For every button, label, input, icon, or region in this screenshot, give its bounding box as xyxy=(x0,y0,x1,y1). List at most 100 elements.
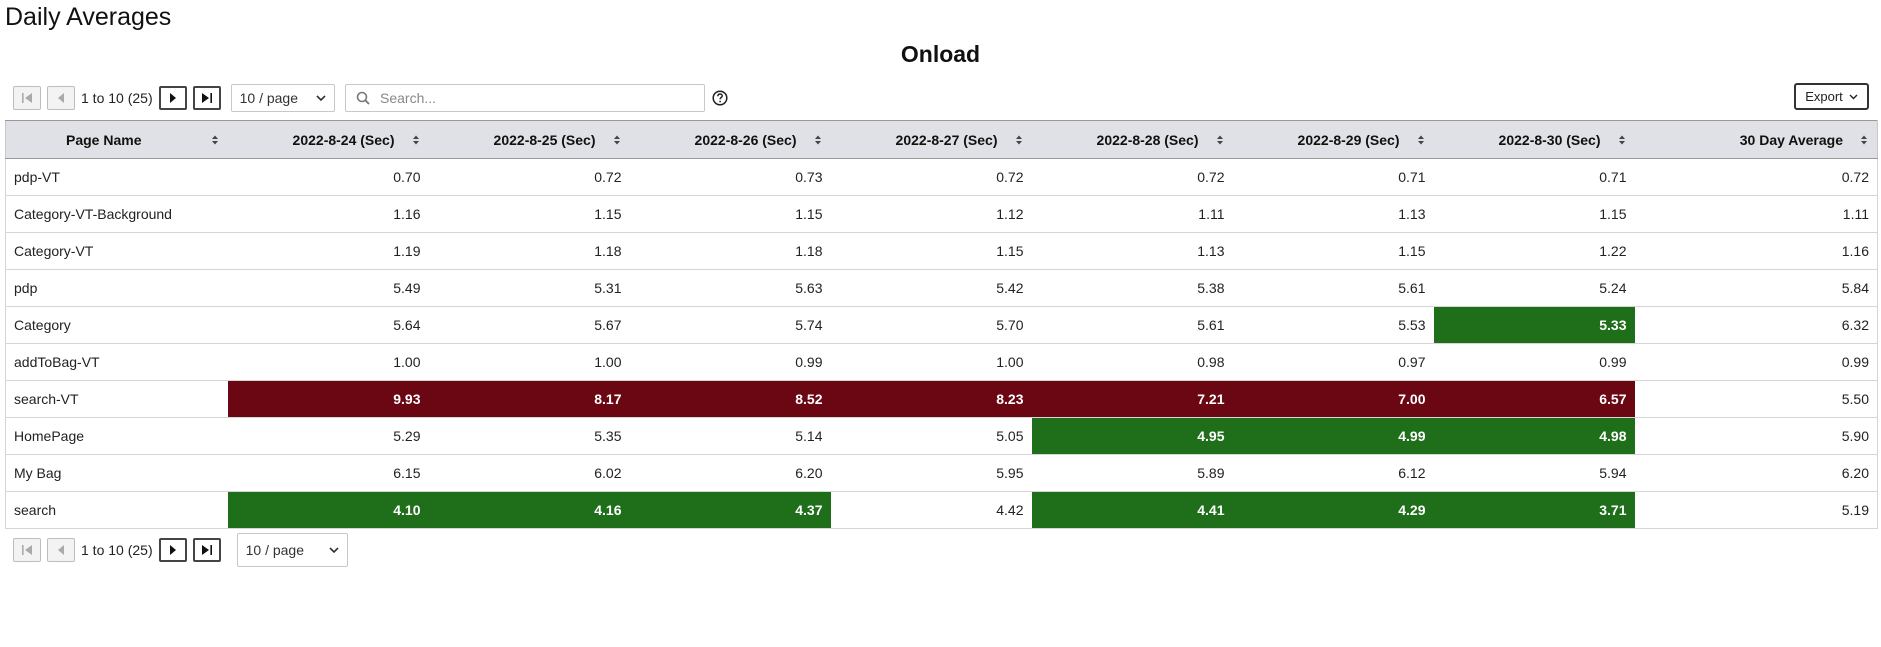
column-header-label: 2022-8-25 (Sec) xyxy=(493,131,596,148)
next-page-button[interactable] xyxy=(158,86,187,110)
value-cell: 5.14 xyxy=(629,417,831,455)
value-cell: 5.70 xyxy=(830,306,1032,344)
table-row[interactable]: pdp-VT 0.70 0.72 0.73 0.72 0.72 0.71 0.71 0.72 xyxy=(5,158,1878,196)
sort-icon[interactable] xyxy=(211,134,219,146)
sort-icon[interactable] xyxy=(1216,134,1224,146)
column-header[interactable]: 2022-8-30 (Sec) xyxy=(1433,120,1635,159)
page-name-cell: HomePage xyxy=(5,417,228,455)
sort-icon[interactable] xyxy=(1015,134,1023,146)
value-cell: 4.98 xyxy=(1433,417,1635,455)
page-range-text: 1 to 10 (25) xyxy=(81,542,153,558)
value-cell: 1.22 xyxy=(1433,232,1635,270)
value-cell: 1.12 xyxy=(830,195,1032,233)
search-input[interactable] xyxy=(378,89,682,107)
column-header-label: 2022-8-24 (Sec) xyxy=(292,131,395,148)
table-row[interactable]: HomePage 5.29 5.35 5.14 5.05 4.95 4.99 4.98 5.90 xyxy=(5,417,1878,455)
daily-averages-table: Page Name 2022-8-24 (Sec) 2022-8-25 (Sec) 2… xyxy=(5,120,1878,529)
export-label: Export xyxy=(1805,89,1843,104)
chevron-down-icon xyxy=(316,95,326,101)
last-page-icon xyxy=(201,93,212,103)
value-cell: 0.98 xyxy=(1031,343,1233,381)
table-row[interactable]: addToBag-VT 1.00 1.00 0.99 1.00 0.98 0.97 0.99 0… xyxy=(5,343,1878,381)
help-icon[interactable] xyxy=(712,90,728,111)
sort-icon[interactable] xyxy=(613,134,621,146)
export-button[interactable]: Export xyxy=(1794,83,1869,110)
last-page-button[interactable] xyxy=(192,86,221,110)
value-cell: 1.15 xyxy=(629,195,831,233)
table-row[interactable]: Category 5.64 5.67 5.74 5.70 5.61 5.53 5.33 6.32 xyxy=(5,306,1878,344)
table-row[interactable]: Category-VT 1.19 1.18 1.18 1.15 1.13 1.15 1.22 1… xyxy=(5,232,1878,270)
value-cell: 7.21 xyxy=(1031,380,1233,418)
first-page-icon xyxy=(22,545,32,555)
table-row[interactable]: pdp 5.49 5.31 5.63 5.42 5.38 5.61 5.24 5.84 xyxy=(5,269,1878,307)
value-cell: 1.13 xyxy=(1232,195,1434,233)
table-row[interactable]: Category-VT-Background 1.16 1.15 1.15 1.12 1.… xyxy=(5,195,1878,233)
previous-page-button[interactable] xyxy=(47,86,75,110)
page-name-cell: search-VT xyxy=(5,380,228,418)
column-header-label: 2022-8-26 (Sec) xyxy=(694,131,797,148)
page-name-cell: pdp xyxy=(5,269,228,307)
previous-page-icon xyxy=(58,545,64,555)
value-cell: 5.35 xyxy=(428,417,630,455)
value-cell: 6.12 xyxy=(1232,454,1434,492)
previous-page-button[interactable] xyxy=(47,538,75,562)
page-name-cell: Category xyxy=(5,306,228,344)
value-cell: 1.15 xyxy=(1232,232,1434,270)
column-header[interactable]: 2022-8-27 (Sec) xyxy=(830,120,1032,159)
value-cell: 8.52 xyxy=(629,380,831,418)
sort-icon[interactable] xyxy=(412,134,420,146)
column-header[interactable]: 2022-8-26 (Sec) xyxy=(629,120,831,159)
next-page-button[interactable] xyxy=(158,538,187,562)
value-cell: 5.33 xyxy=(1433,306,1635,344)
page-size-select[interactable]: 10 / page xyxy=(236,533,348,567)
page-name-cell: search xyxy=(5,491,228,529)
value-cell: 4.99 xyxy=(1232,417,1434,455)
column-header[interactable]: 2022-8-24 (Sec) xyxy=(227,120,429,159)
first-page-button[interactable] xyxy=(13,86,41,110)
value-cell: 4.42 xyxy=(830,491,1032,529)
page-size-value: 10 / page xyxy=(239,90,298,106)
column-header-label: Page Name xyxy=(66,131,142,148)
table-row[interactable]: search 4.10 4.16 4.37 4.42 4.41 4.29 3.71 5.19 xyxy=(5,491,1878,529)
column-header[interactable]: 2022-8-25 (Sec) xyxy=(428,120,630,159)
value-cell: 5.38 xyxy=(1031,269,1233,307)
column-header-label: 2022-8-30 (Sec) xyxy=(1498,131,1601,148)
page-name-cell: pdp-VT xyxy=(5,158,228,196)
first-page-button[interactable] xyxy=(13,538,41,562)
table-body: pdp-VT 0.70 0.72 0.73 0.72 0.72 0.71 0.71 0.72 Ca… xyxy=(5,158,1878,529)
sort-icon[interactable] xyxy=(814,134,822,146)
value-cell: 1.00 xyxy=(428,343,630,381)
column-header[interactable]: 2022-8-28 (Sec) xyxy=(1031,120,1233,159)
value-cell: 6.32 xyxy=(1634,306,1878,344)
chevron-down-icon xyxy=(1849,94,1858,99)
search-box[interactable] xyxy=(345,84,705,112)
value-cell: 1.00 xyxy=(830,343,1032,381)
value-cell: 1.13 xyxy=(1031,232,1233,270)
value-cell: 0.99 xyxy=(1433,343,1635,381)
page-name-cell: addToBag-VT xyxy=(5,343,228,381)
value-cell: 0.70 xyxy=(227,158,429,196)
value-cell: 8.17 xyxy=(428,380,630,418)
column-header[interactable]: 30 Day Average xyxy=(1634,120,1878,159)
value-cell: 5.53 xyxy=(1232,306,1434,344)
page-name-cell: Category-VT xyxy=(5,232,228,270)
value-cell: 4.16 xyxy=(428,491,630,529)
sort-icon[interactable] xyxy=(1618,134,1626,146)
page-size-select[interactable]: 10 / page xyxy=(230,84,335,112)
value-cell: 6.20 xyxy=(1634,454,1878,492)
column-header[interactable]: 2022-8-29 (Sec) xyxy=(1232,120,1434,159)
column-header[interactable]: Page Name xyxy=(5,120,228,159)
table-row[interactable]: search-VT 9.93 8.17 8.52 8.23 7.21 7.00 6.57 5.5… xyxy=(5,380,1878,418)
value-cell: 1.16 xyxy=(1634,232,1878,270)
value-cell: 4.29 xyxy=(1232,491,1434,529)
value-cell: 0.71 xyxy=(1433,158,1635,196)
value-cell: 4.10 xyxy=(227,491,429,529)
value-cell: 1.16 xyxy=(227,195,429,233)
table-row[interactable]: My Bag 6.15 6.02 6.20 5.95 5.89 6.12 5.94 6.20 xyxy=(5,454,1878,492)
value-cell: 0.99 xyxy=(1634,343,1878,381)
value-cell: 0.72 xyxy=(428,158,630,196)
sort-icon[interactable] xyxy=(1860,134,1868,146)
value-cell: 1.15 xyxy=(428,195,630,233)
last-page-button[interactable] xyxy=(192,538,221,562)
sort-icon[interactable] xyxy=(1417,134,1425,146)
